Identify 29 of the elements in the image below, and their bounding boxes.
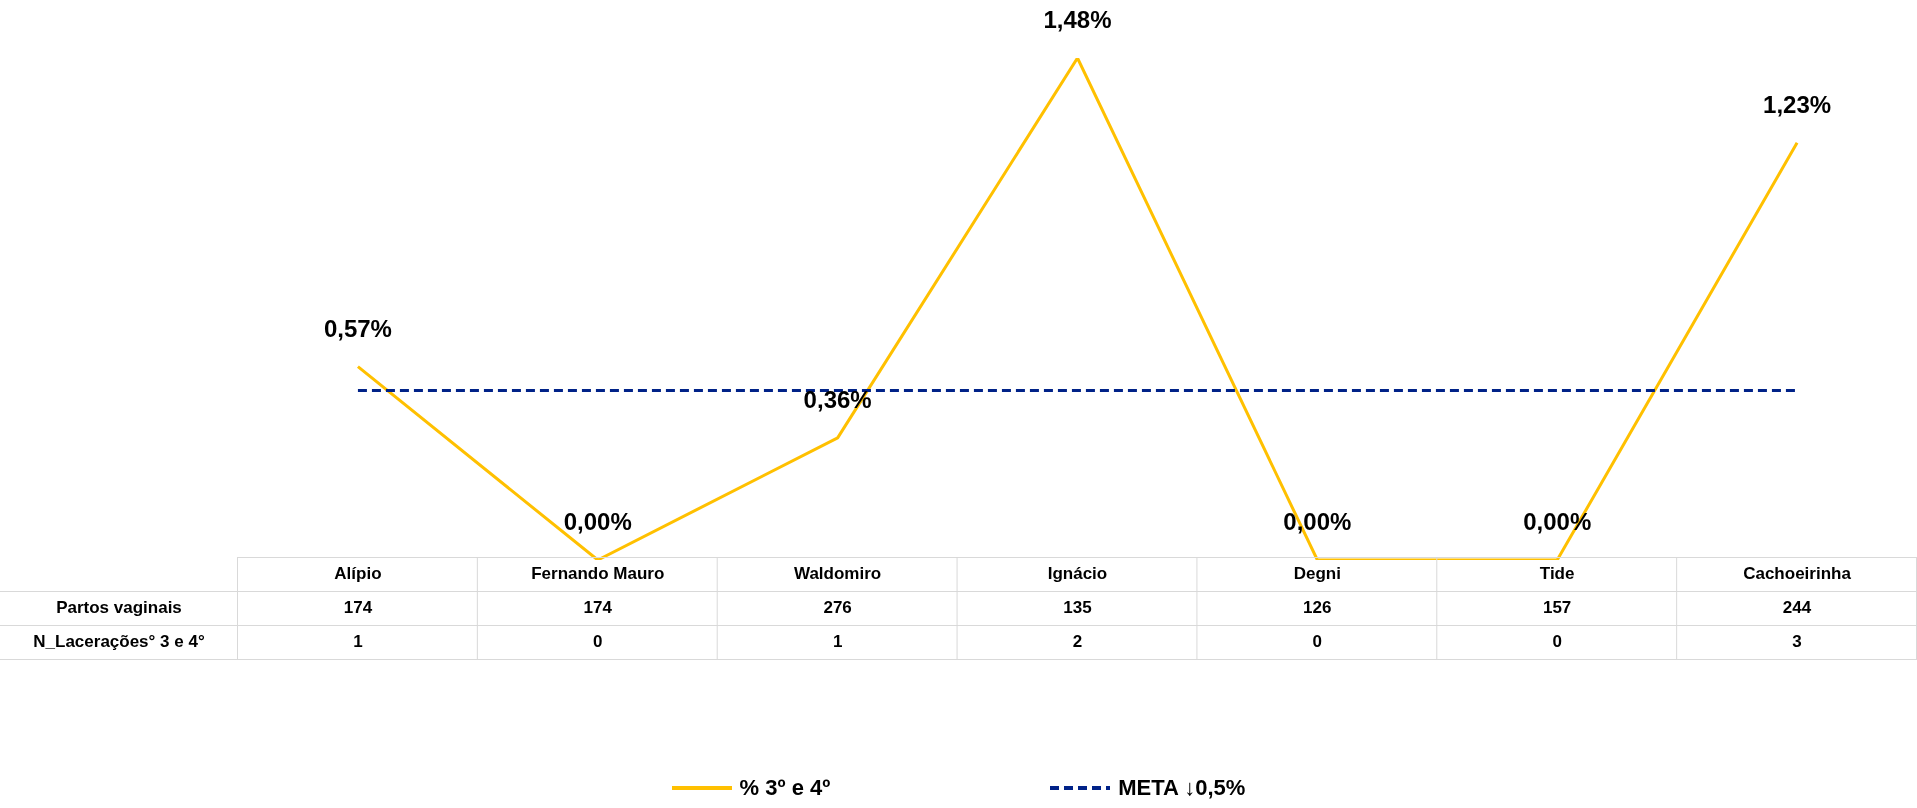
data-label: 0,00% [563, 508, 632, 535]
text: 174 [342, 597, 374, 619]
x-tick-label: Ignácio [1046, 563, 1109, 585]
text: 1 [831, 631, 844, 653]
text: 244 [1781, 597, 1813, 619]
x-tick-label: Degni [1292, 563, 1342, 585]
x-tick-label: Cachoeirinha [1742, 563, 1852, 585]
text: 3 [1791, 631, 1803, 653]
data-label: 1,48% [1043, 6, 1112, 33]
legend-label: META ↓0,5% [1118, 775, 1246, 801]
data-label: 1,23% [1763, 90, 1832, 118]
text: 157 [1541, 597, 1573, 619]
legend-label: % 3º e 4º [739, 775, 831, 801]
text: Partos vaginais [55, 597, 183, 619]
text: 0 [1311, 631, 1324, 653]
text: 174 [582, 597, 613, 619]
x-tick-label: Fernando Mauro [530, 563, 666, 585]
x-tick-label: Alípio [333, 563, 383, 585]
text: 0 [1551, 631, 1563, 653]
text: N_Lacerações° 3 e 4° [32, 631, 206, 653]
text: 276 [822, 597, 853, 619]
text: 1 [352, 631, 364, 653]
text: 126 [1302, 597, 1333, 619]
data-label: 0,57% [323, 314, 392, 342]
x-tick-label: Tide [1538, 563, 1576, 585]
x-tick-label: Waldomiro [793, 563, 883, 585]
text: 2 [1071, 631, 1084, 653]
text: 135 [1062, 597, 1093, 619]
text: 0 [592, 631, 604, 653]
